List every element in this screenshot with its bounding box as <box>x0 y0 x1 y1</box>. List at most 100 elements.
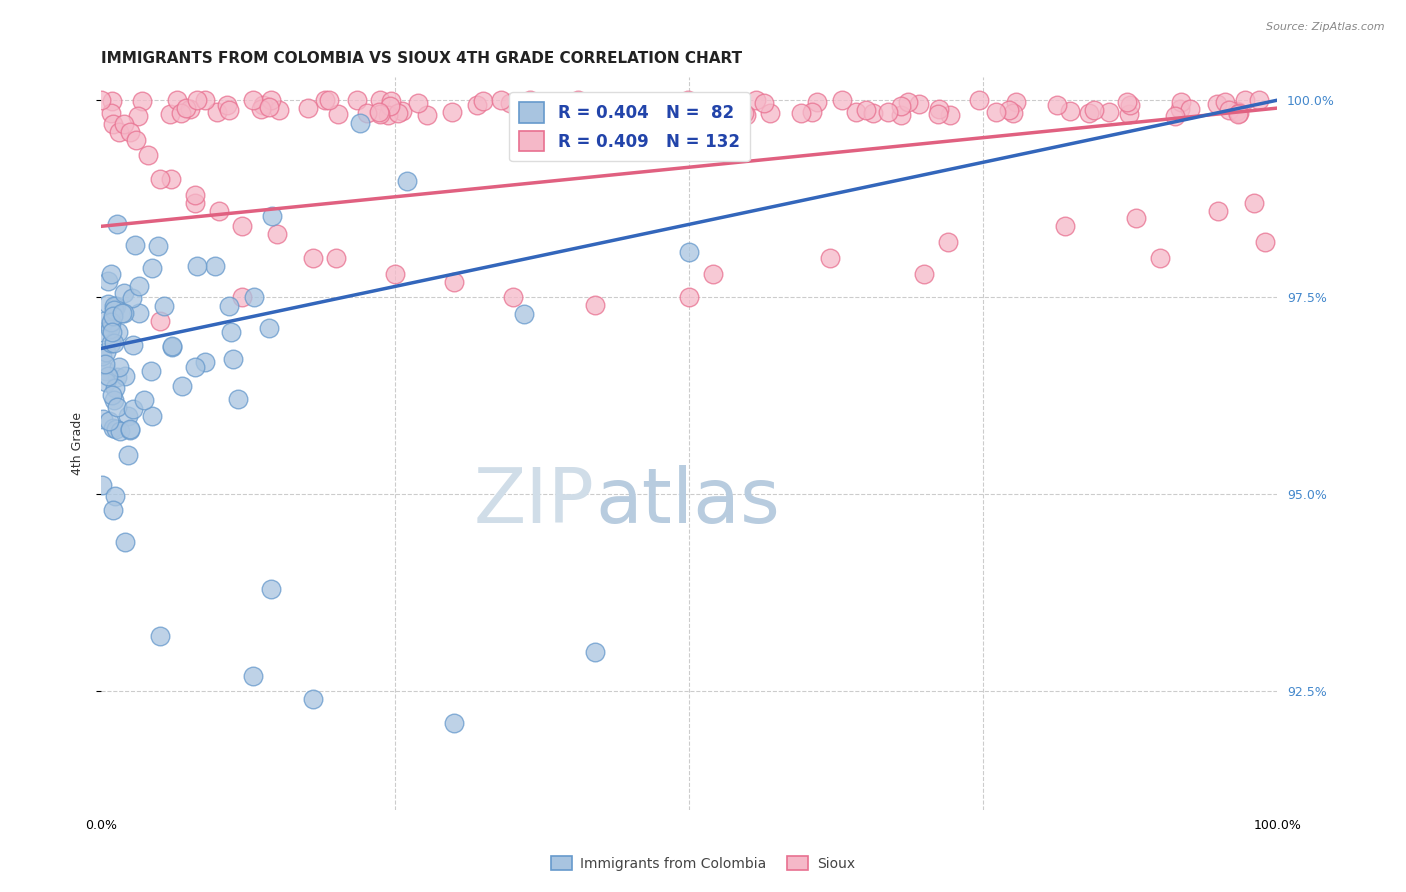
Point <box>567 93 589 107</box>
Point <box>689 107 711 121</box>
Point <box>790 106 813 120</box>
Point <box>269 103 291 118</box>
Point <box>121 291 143 305</box>
Point <box>117 448 139 462</box>
Point <box>186 259 208 273</box>
Point <box>94 345 117 359</box>
Point <box>862 106 884 120</box>
Point <box>370 106 392 120</box>
Point <box>97 369 120 384</box>
Point <box>114 369 136 384</box>
Point <box>368 93 391 107</box>
Point <box>101 94 124 108</box>
Point <box>91 478 114 492</box>
Point <box>512 104 534 119</box>
Point <box>908 96 931 111</box>
Point <box>121 401 143 416</box>
Point <box>219 326 242 340</box>
Point <box>159 106 181 120</box>
Point <box>831 93 853 107</box>
Point <box>502 290 524 304</box>
Point <box>744 93 766 107</box>
Point <box>1227 105 1250 120</box>
Point <box>184 360 207 375</box>
Point <box>139 364 162 378</box>
Point <box>107 325 129 339</box>
Point <box>100 317 122 331</box>
Point <box>118 422 141 436</box>
Point <box>678 244 700 259</box>
Point <box>242 93 264 107</box>
Point <box>734 108 756 122</box>
Point <box>218 299 240 313</box>
Point <box>471 94 494 108</box>
Point <box>128 279 150 293</box>
Point <box>205 105 228 120</box>
Point <box>250 103 273 117</box>
Point <box>101 309 124 323</box>
Point <box>93 314 115 328</box>
Point <box>1206 97 1229 112</box>
Point <box>94 357 117 371</box>
Point <box>186 93 208 107</box>
Point <box>1170 95 1192 109</box>
Point <box>1254 235 1277 249</box>
Point <box>146 239 169 253</box>
Point <box>967 93 990 107</box>
Point <box>90 93 112 107</box>
Point <box>897 95 920 110</box>
Point <box>260 209 283 223</box>
Point <box>301 692 323 706</box>
Point <box>623 96 645 111</box>
Point <box>666 95 689 109</box>
Point <box>387 105 409 120</box>
Point <box>100 335 122 350</box>
Point <box>91 412 114 426</box>
Point <box>207 203 229 218</box>
Point <box>349 116 371 130</box>
Point <box>678 290 700 304</box>
Point <box>215 98 238 112</box>
Point <box>91 325 114 339</box>
Point <box>325 251 347 265</box>
Legend: R = 0.404   N =  82, R = 0.409   N = 132: R = 0.404 N = 82, R = 0.409 N = 132 <box>509 92 749 161</box>
Point <box>111 306 134 320</box>
Point <box>114 117 136 131</box>
Point <box>149 314 172 328</box>
Point <box>170 378 193 392</box>
Point <box>108 359 131 374</box>
Point <box>346 93 368 107</box>
Point <box>120 125 142 139</box>
Point <box>845 105 868 120</box>
Point <box>218 103 240 117</box>
Point <box>122 337 145 351</box>
Point <box>1149 251 1171 265</box>
Point <box>806 95 828 110</box>
Point <box>529 103 551 118</box>
Point <box>628 101 651 115</box>
Point <box>104 490 127 504</box>
Point <box>855 103 877 117</box>
Point <box>166 93 188 107</box>
Point <box>378 99 401 113</box>
Point <box>96 375 118 389</box>
Point <box>443 715 465 730</box>
Point <box>101 326 124 340</box>
Point <box>184 195 207 210</box>
Point <box>103 392 125 407</box>
Point <box>406 95 429 110</box>
Point <box>96 297 118 311</box>
Point <box>127 109 149 123</box>
Point <box>204 259 226 273</box>
Point <box>120 423 142 437</box>
Point <box>101 421 124 435</box>
Point <box>818 251 841 265</box>
Point <box>499 95 522 110</box>
Point <box>395 174 418 188</box>
Point <box>1208 203 1230 218</box>
Point <box>1083 103 1105 118</box>
Point <box>170 106 193 120</box>
Point <box>936 235 959 249</box>
Point <box>318 93 340 107</box>
Point <box>105 217 128 231</box>
